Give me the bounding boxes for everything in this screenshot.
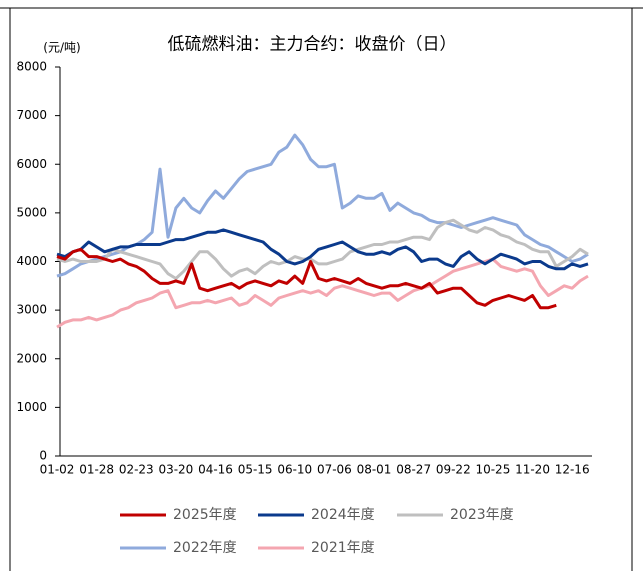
x-tick-label: 02-23 <box>119 463 154 477</box>
x-tick-label: 11-20 <box>515 463 550 477</box>
x-tick-label: 08-27 <box>396 463 431 477</box>
chart-title: 低硫燃料油：主力合约：收盘价（日） <box>168 35 457 55</box>
legend-label: 2021年度 <box>311 540 375 556</box>
legend-label: 2023年度 <box>450 507 514 523</box>
y-tick-label: 6000 <box>16 157 47 171</box>
x-tick-label: 06-10 <box>277 463 312 477</box>
series-line <box>56 247 557 310</box>
y-tick-label: 1000 <box>16 400 47 414</box>
x-tick-label: 01-28 <box>79 463 114 477</box>
y-tick-label: 0 <box>39 449 47 463</box>
x-tick-label: 10-25 <box>475 463 510 477</box>
x-tick-label: 03-20 <box>158 463 193 477</box>
legend-label: 2024年度 <box>311 507 375 523</box>
frame <box>9 7 633 571</box>
y-tick-label: 4000 <box>16 254 47 268</box>
y-tick-label: 5000 <box>16 205 47 219</box>
x-tick-label: 09-22 <box>436 463 471 477</box>
series-line <box>56 257 589 329</box>
y-axis-label: (元/吨) <box>43 41 80 55</box>
x-tick-label: 08-01 <box>357 463 392 477</box>
series-line <box>56 133 589 278</box>
x-tick-label: 12-16 <box>555 463 590 477</box>
x-tick-label: 04-16 <box>198 463 233 477</box>
series-line <box>56 228 589 271</box>
y-tick-label: 7000 <box>16 108 47 122</box>
y-tick-label: 3000 <box>16 303 47 317</box>
legend-label: 2025年度 <box>173 507 237 523</box>
x-tick-label: 01-02 <box>40 463 75 477</box>
y-tick-label: 2000 <box>16 351 47 365</box>
legend-label: 2022年度 <box>173 540 237 556</box>
y-tick-label: 8000 <box>16 60 47 74</box>
series-line <box>56 218 589 280</box>
x-tick-label: 05-15 <box>238 463 273 477</box>
x-tick-label: 07-06 <box>317 463 352 477</box>
